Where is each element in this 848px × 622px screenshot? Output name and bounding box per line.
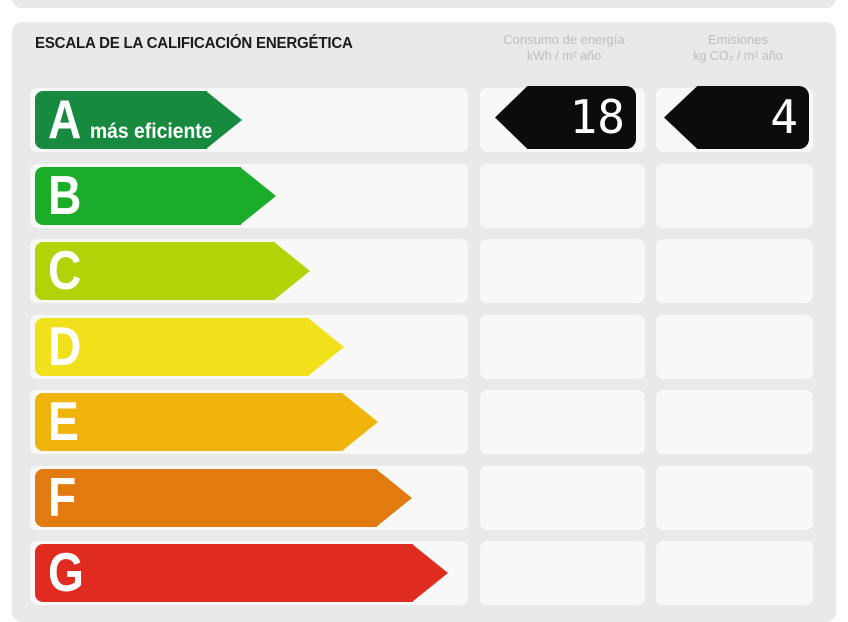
rating-letter: E [48, 390, 79, 452]
rating-bar-arrowhead-icon [412, 544, 448, 602]
rating-letter: D [48, 314, 82, 377]
rating-row: B [12, 163, 836, 228]
rating-bar-arrowhead-icon [274, 242, 310, 300]
rating-bar-track: C [30, 239, 468, 303]
rating-bar-track: G [30, 541, 468, 605]
consumption-value: 18 [569, 89, 625, 144]
energy-scale-panel: ESCALA DE LA CALIFICACIÓN ENERGÉTICA Con… [12, 22, 836, 622]
rating-bar-arrowhead-icon [206, 91, 242, 149]
consumption-cell [480, 541, 645, 605]
rating-bar-arrowhead-icon [308, 317, 344, 376]
consumption-cell: 18 [480, 86, 645, 152]
rating-bar: G [35, 544, 448, 602]
rating-bar-track: B [30, 163, 468, 228]
rating-row: D [12, 314, 836, 379]
rating-letter: F [48, 465, 77, 528]
consumption-column-title: Consumo de energía [503, 32, 625, 47]
emissions-column-title: Emisiones [708, 32, 768, 47]
consumption-column-unit: kWh / m² año [526, 49, 602, 63]
previous-card-bottom-edge [12, 0, 836, 8]
consumption-value-tag: 18 [495, 86, 636, 149]
page: { "theme": { "page_background": "#ffffff… [12, 0, 836, 622]
rating-bar-arrowhead-icon [342, 393, 378, 451]
consumption-cell [480, 239, 645, 303]
rating-bar: A más eficiente [35, 91, 242, 149]
emissions-cell [656, 314, 813, 379]
emissions-column-header: Emisiones kg CO₂ / m² año [658, 32, 818, 64]
rating-row: A más eficiente 18 4 [12, 86, 836, 152]
rating-bar: E [35, 393, 378, 451]
emissions-column-unit: kg CO₂ / m² año [693, 49, 783, 63]
consumption-column-header: Consumo de energía kWh / m² año [480, 32, 648, 64]
rating-letter: A [48, 88, 82, 150]
rating-row: C [12, 239, 836, 303]
consumption-cell [480, 163, 645, 228]
rating-bar-track: E [30, 390, 468, 454]
rating-bar-track: A más eficiente [30, 88, 468, 152]
rating-bar-arrowhead-icon [376, 468, 412, 527]
rating-bar-track: F [30, 465, 468, 530]
rating-sublabel: más eficiente [89, 120, 213, 143]
rating-letter: B [48, 163, 82, 226]
rating-bar: C [35, 242, 310, 300]
rating-bar-arrowhead-icon [240, 166, 276, 225]
emissions-cell [656, 465, 813, 530]
emissions-cell [656, 390, 813, 454]
emissions-cell [656, 163, 813, 228]
rating-letter: G [48, 541, 84, 603]
panel-title: ESCALA DE LA CALIFICACIÓN ENERGÉTICA [35, 35, 353, 52]
rating-bar-track: D [30, 314, 468, 379]
rating-bar: B [35, 163, 276, 226]
rating-bar: F [35, 465, 412, 528]
emissions-value: 4 [770, 89, 798, 144]
emissions-value-tag: 4 [664, 86, 809, 149]
rating-bar: D [35, 314, 344, 377]
emissions-cell [656, 239, 813, 303]
consumption-cell [480, 390, 645, 454]
rating-row: E [12, 390, 836, 454]
rating-row: F [12, 465, 836, 530]
emissions-cell [656, 541, 813, 605]
consumption-cell [480, 314, 645, 379]
rating-row: G [12, 541, 836, 605]
rating-letter: C [48, 239, 82, 301]
emissions-cell: 4 [656, 86, 813, 152]
consumption-cell [480, 465, 645, 530]
